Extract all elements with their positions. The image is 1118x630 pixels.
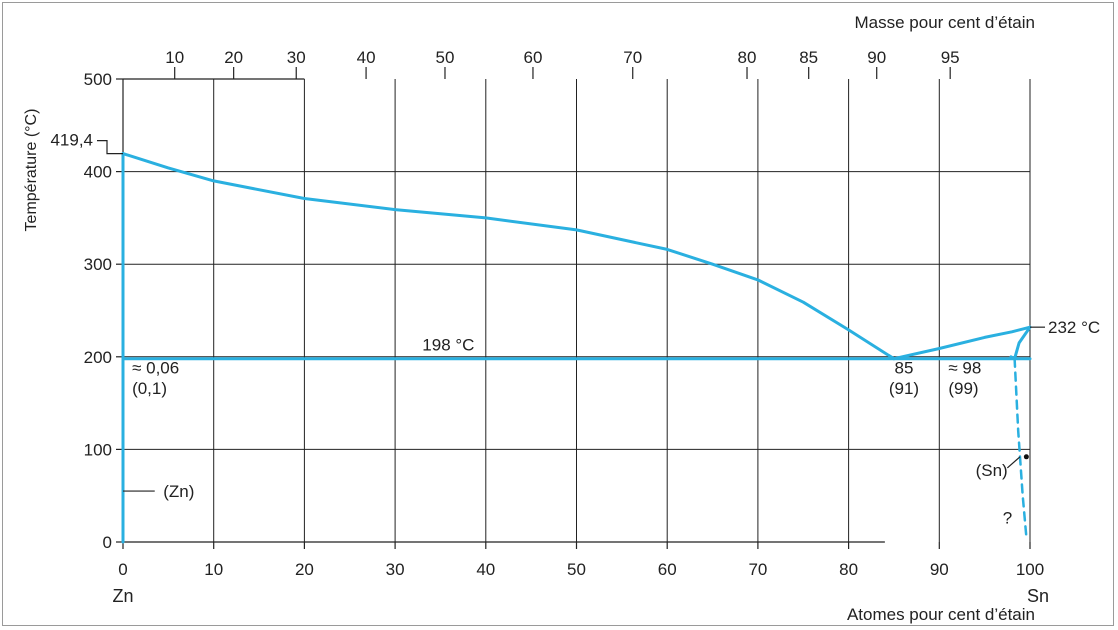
annotation-6: (91) [889,379,919,398]
annotation-2: 232 °C [1048,318,1100,337]
x-tick-label-50: 50 [567,560,586,579]
mass-tick-label-85: 85 [799,48,818,67]
annotation-8: (99) [948,379,978,398]
series-sn-solvus-dashed [1013,357,1028,539]
x-tick-label-40: 40 [476,560,495,579]
series-liquidus-sn [892,325,1032,361]
y-tick-label-0: 0 [103,533,112,552]
x-axis-label: Atomes pour cent d’étain [847,605,1035,624]
x-tick-label-80: 80 [839,560,858,579]
y-tick-label-300: 300 [84,255,112,274]
series-liquidus-zn [121,152,896,361]
annotation-0: 419,4 [50,131,93,150]
series-layer [121,152,1032,544]
x-tick-label-90: 90 [930,560,949,579]
grid [123,79,1031,542]
labels-layer: Masse pour cent d’étain Atomes pour cent… [23,13,1049,624]
y-tick-label-100: 100 [84,440,112,459]
x-tick-label-70: 70 [748,560,767,579]
annotation-5: 85 [894,358,913,377]
y-tick-label-500: 500 [84,70,112,89]
x-tick-label-60: 60 [658,560,677,579]
annotation-10: (Sn) [976,461,1008,480]
annotation-4: (0,1) [132,379,167,398]
annotation-11: ? [1003,508,1012,527]
annotation-1: 198 °C [422,336,474,355]
axes: 0 100 200 300 400 500 0 10 20 30 40 50 60 70 80 90 100 10… [84,48,1045,579]
x-tick-label-0: 0 [118,560,127,579]
x2-axis-label: Masse pour cent d’étain [855,13,1036,32]
x-tick-label-10: 10 [204,560,223,579]
leader-sn [1006,456,1021,469]
mass-tick-label-80: 80 [738,48,757,67]
annotation-7: ≈ 98 [948,358,981,377]
x-right-end-label: Sn [1027,586,1049,606]
annotations-layer: 419,4 198 °C 232 °C ≈ 0,06 (0,1) 85 (91) ≈ 98 (9… [50,131,1100,528]
mass-tick-label-10: 10 [165,48,184,67]
annotation-3: ≈ 0,06 [132,358,179,377]
y-tick-label-200: 200 [84,348,112,367]
annotation-9: (Zn) [163,482,194,501]
series-sn-solvus [1009,325,1032,361]
x-tick-label-20: 20 [295,560,314,579]
mass-tick-label-40: 40 [357,48,376,67]
x-tick-label-100: 100 [1016,560,1044,579]
x-left-end-label: Zn [112,586,133,606]
y-axis-label: Température (°C) [23,109,40,232]
mass-tick-label-20: 20 [224,48,243,67]
mass-tick-label-50: 50 [436,48,455,67]
mass-tick-label-90: 90 [867,48,886,67]
mass-tick-label-95: 95 [941,48,960,67]
leader-419 [97,140,123,155]
mass-tick-label-30: 30 [287,48,306,67]
x-tick-label-30: 30 [386,560,405,579]
y-tick-label-400: 400 [84,163,112,182]
mass-tick-label-70: 70 [623,48,642,67]
mass-tick-label-60: 60 [524,48,543,67]
dot-sn [1023,454,1029,460]
